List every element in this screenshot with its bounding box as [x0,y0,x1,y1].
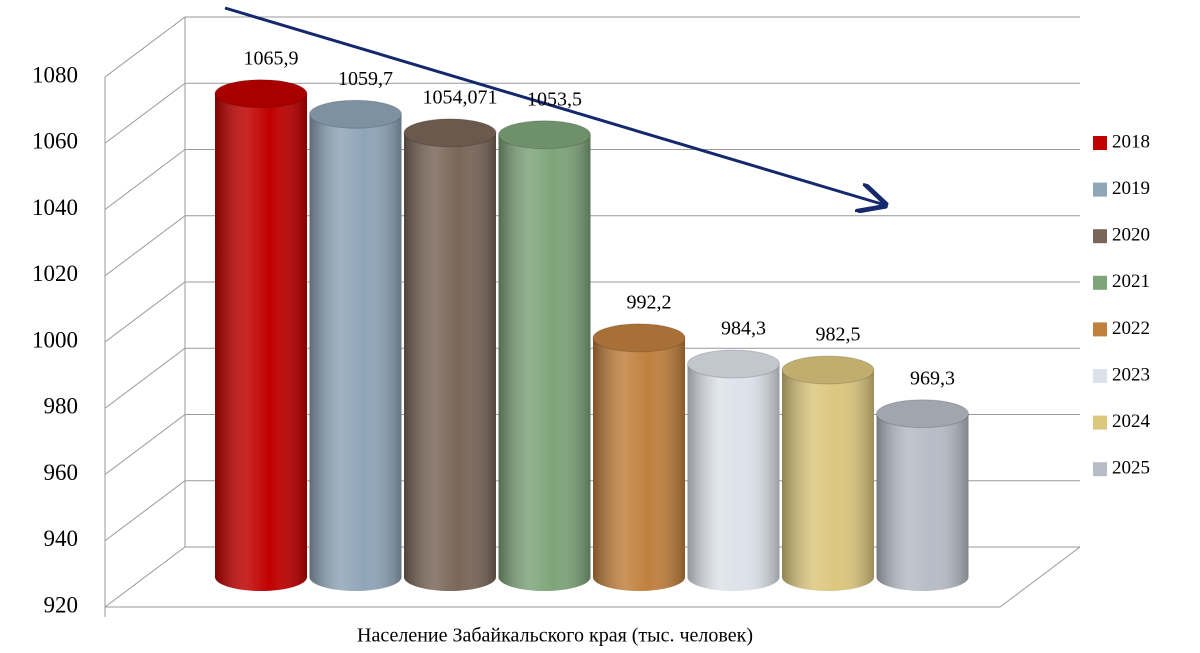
legend-label: 2025 [1112,458,1150,479]
legend-label: 2023 [1112,364,1150,385]
bar-top-shade [309,100,402,129]
bar-top [592,323,686,353]
bar-top-shade [876,399,969,428]
bar-top [876,399,969,429]
legend-swatch [1093,322,1107,337]
legend-swatch [1093,182,1107,197]
bars [214,79,969,591]
y-tick-label: 1020 [32,261,78,286]
category-label: Население Забайкальского края (тыс. чело… [357,625,753,647]
value-label: 984,3 [721,318,766,340]
value-label: 982,5 [816,324,861,346]
bar-top-shade [215,79,307,108]
bar-shade [404,132,496,577]
legend-label: 2019 [1112,178,1150,199]
y-tick-label: 1000 [32,327,78,352]
value-label: 1053,5 [527,88,582,110]
bar-top [403,118,497,148]
legend-label: 2020 [1112,225,1150,246]
bar-shade [687,364,780,577]
y-tick-label: 920 [44,592,79,617]
bar-shade [782,369,874,577]
bar-shade [876,413,969,577]
bar-shade [215,93,307,578]
bar-top-shade [687,350,780,379]
bar-shade [498,134,591,577]
legend-label: 2022 [1112,318,1150,339]
bar-shade [593,337,685,577]
bar-top-shade [593,323,685,352]
y-tick-label: 960 [44,460,79,485]
bar-shade [309,114,402,578]
trend-arrow [224,6,885,205]
value-label: 1054,071 [423,86,498,108]
bar-top [214,79,308,109]
bar-top-shade [404,118,496,147]
bar-top [309,99,402,129]
legend-label: 2018 [1112,131,1150,152]
bar-top [781,355,875,385]
y-tick-label: 1080 [32,62,78,87]
bar-top-shade [782,355,874,384]
value-label: 969,3 [910,367,955,389]
y-tick-label: 1060 [32,129,78,154]
legend-swatch [1093,462,1107,477]
legend-label: 2024 [1112,411,1151,432]
legend-swatch [1093,415,1107,430]
legend-swatch [1093,136,1107,150]
y-tick-label: 1040 [32,195,78,220]
y-tick-label: 940 [44,526,79,551]
legend-swatch [1093,275,1107,290]
bar-top [498,120,591,150]
value-label: 1065,9 [244,47,299,69]
value-label: 1059,7 [338,68,393,90]
legend-swatch [1093,369,1107,383]
y-tick-label: 980 [44,394,79,419]
legend-swatch [1093,229,1107,244]
floor-edge [105,546,1081,608]
legend-label: 2021 [1112,271,1150,292]
value-label: 992,2 [627,291,672,313]
bar-top-shade [498,120,591,149]
bar-top [687,349,780,379]
